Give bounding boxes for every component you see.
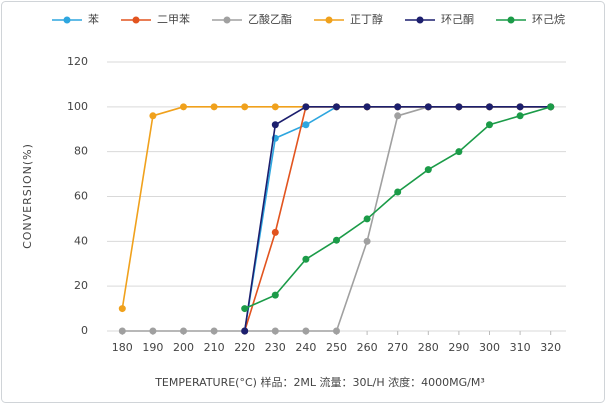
data-point: [149, 112, 157, 120]
data-point: [394, 188, 402, 196]
y-tick-label: 60: [74, 190, 88, 203]
legend-label: 苯: [88, 12, 99, 26]
legend-marker: [63, 16, 71, 24]
data-point: [547, 103, 555, 111]
x-tick-label: 200: [173, 341, 194, 354]
y-tick-label: 40: [74, 234, 88, 247]
data-point: [180, 103, 187, 111]
data-point: [271, 291, 279, 299]
data-point: [516, 103, 524, 111]
data-point: [302, 255, 310, 263]
data-point: [302, 121, 310, 129]
y-tick-label: 100: [67, 100, 88, 113]
x-tick-label: 240: [295, 341, 316, 354]
y-tick-label: 80: [74, 145, 88, 158]
data-point: [333, 103, 340, 111]
data-point: [363, 103, 371, 111]
data-point: [271, 228, 279, 236]
data-point: [363, 237, 371, 245]
data-point: [516, 112, 524, 120]
x-tick-label: 290: [448, 341, 469, 354]
x-tick-label: 300: [479, 341, 500, 354]
x-tick-label: 280: [418, 341, 439, 354]
data-point: [363, 215, 371, 223]
legend-marker: [132, 16, 140, 24]
x-tick-label: 230: [265, 341, 286, 354]
legend-marker: [325, 16, 333, 24]
x-tick-label: 250: [326, 341, 347, 354]
data-point: [302, 103, 310, 111]
legend-marker: [507, 16, 515, 24]
legend-marker: [223, 16, 231, 24]
x-tick-label: 210: [204, 341, 225, 354]
y-axis-label: CONVERSION(%): [21, 143, 34, 249]
y-tick-label: 0: [81, 324, 88, 337]
data-point: [271, 121, 279, 129]
legend-label: 二甲苯: [157, 12, 190, 26]
x-axis-label: TEMPERATURE(°C) 样品：2ML 流量：30L/H 浓度：4000M…: [154, 375, 485, 389]
legend-label: 正丁醇: [350, 12, 383, 26]
data-point: [302, 327, 310, 335]
data-point: [241, 327, 249, 335]
data-point: [241, 103, 249, 111]
y-tick-label: 20: [74, 279, 88, 292]
x-tick-label: 180: [112, 341, 133, 354]
legend-label: 乙酸乙酯: [248, 12, 292, 26]
data-point: [210, 103, 218, 111]
y-tick-label: 120: [67, 55, 88, 68]
data-point: [149, 327, 157, 335]
data-point: [241, 305, 249, 313]
data-point: [118, 327, 126, 335]
data-point: [118, 305, 126, 313]
data-point: [180, 327, 187, 335]
data-point: [271, 103, 279, 111]
x-tick-label: 270: [387, 341, 408, 354]
data-point: [424, 166, 432, 174]
legend-label: 环己烷: [532, 12, 565, 26]
chart-frame: [1, 1, 605, 403]
data-point: [333, 236, 340, 244]
x-tick-label: 220: [234, 341, 255, 354]
legend-marker: [416, 16, 424, 24]
data-point: [486, 103, 493, 111]
data-point: [333, 327, 340, 335]
legend-label: 环己酮: [441, 13, 474, 26]
data-point: [486, 121, 493, 129]
data-point: [394, 112, 402, 120]
data-point: [394, 103, 402, 111]
x-tick-label: 320: [540, 341, 561, 354]
data-point: [455, 148, 463, 156]
x-tick-label: 190: [142, 341, 163, 354]
data-point: [271, 327, 279, 335]
data-point: [424, 103, 432, 111]
x-tick-label: 260: [357, 341, 378, 354]
data-point: [455, 103, 463, 111]
data-point: [210, 327, 218, 335]
x-tick-label: 310: [510, 341, 531, 354]
